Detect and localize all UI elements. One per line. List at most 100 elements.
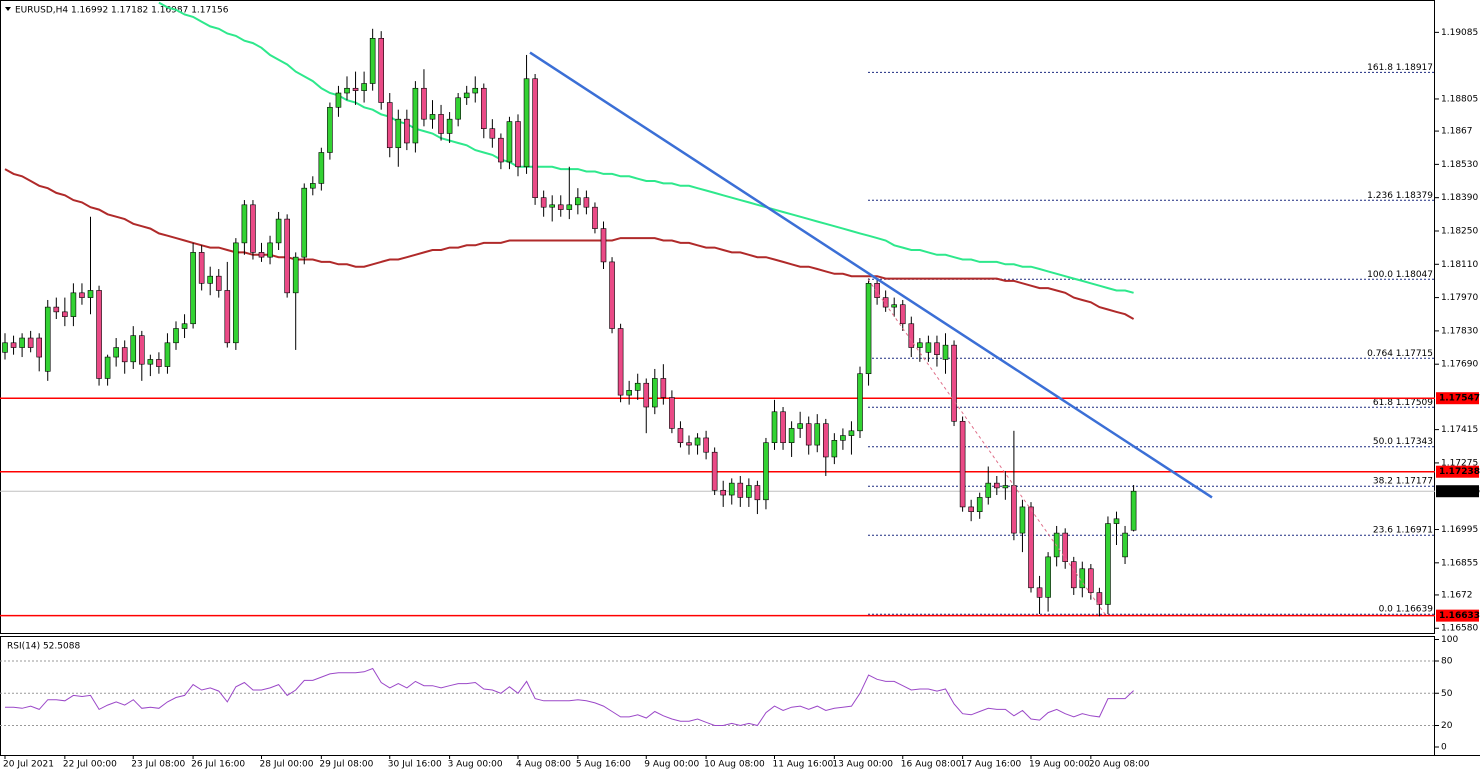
time-label: 26 Jul 16:00: [191, 760, 245, 770]
candle-body: [617, 328, 624, 396]
candle-body: [96, 290, 102, 379]
candle-body: [848, 430, 855, 436]
candle-body: [412, 87, 419, 144]
symbol-menu-icon[interactable]: [5, 7, 11, 11]
candle-body: [720, 489, 727, 496]
candle-body: [498, 137, 504, 163]
price-tick-label: 1.18110: [1441, 260, 1478, 270]
candle-body: [677, 428, 684, 443]
candle-body: [951, 344, 957, 422]
candle-body: [831, 440, 838, 458]
candle-body: [925, 342, 932, 353]
candle-body: [865, 283, 872, 375]
time-label: 29 Jul 08:00: [319, 760, 373, 770]
price-label-box: [1436, 609, 1479, 622]
price-tick-label: 1.18250: [1441, 226, 1478, 236]
candle-body: [557, 204, 564, 210]
candle-body: [164, 342, 171, 367]
time-label: 9 Aug 00:00: [644, 760, 699, 770]
candle-body: [224, 290, 231, 344]
price-tick-label: 1.18390: [1441, 193, 1478, 203]
fib-label: 23.6 1.16971: [1373, 526, 1433, 536]
price-tick-label: 1.19085: [1441, 28, 1478, 38]
candle-body: [369, 38, 376, 84]
candle-body: [215, 275, 222, 291]
candle-body: [549, 204, 556, 208]
candle-body: [771, 411, 778, 443]
candle-body: [344, 87, 350, 94]
chart-header: EURUSD,H4 1.16992 1.17182 1.16987 1.1715…: [15, 6, 229, 16]
candle-body: [566, 204, 573, 210]
time-label: 28 Jul 00:00: [260, 760, 314, 770]
price-tick-label: 1.17970: [1441, 293, 1478, 303]
candle-body: [908, 323, 915, 348]
candle-body: [754, 485, 761, 501]
price-label: 1.17156: [1439, 487, 1480, 497]
candle-body: [361, 83, 367, 91]
candle-body: [429, 114, 436, 120]
candle-body: [959, 420, 966, 508]
rsi-tick-label: 50: [1441, 689, 1453, 699]
candle-body: [53, 306, 60, 313]
candle-body: [805, 423, 812, 446]
candle-body: [506, 121, 513, 163]
price-tick-label: 1.16995: [1441, 525, 1478, 535]
price-label: 1.16633: [1439, 611, 1480, 621]
time-label: 20 Jul 2021: [3, 760, 54, 770]
candle-body: [651, 378, 658, 408]
candle-body: [891, 304, 898, 308]
candle-body: [1011, 485, 1017, 534]
candle-body: [942, 344, 949, 360]
candle-body: [489, 128, 496, 139]
candle-body: [327, 106, 333, 153]
candle-body: [10, 342, 17, 348]
candle-body: [669, 397, 675, 429]
candle-body: [575, 197, 581, 206]
price-tick-label: 1.1672: [1441, 590, 1473, 600]
time-label: 4 Aug 08:00: [516, 760, 571, 770]
candle-body: [27, 337, 34, 348]
candle-body: [976, 497, 983, 512]
candle-body: [421, 87, 427, 120]
candle-body: [352, 87, 359, 91]
candle-body: [993, 482, 1000, 489]
candle-body: [446, 118, 453, 134]
candle-body: [1028, 506, 1034, 589]
price-label-box: [1436, 392, 1479, 405]
candle-body: [592, 206, 598, 229]
candle-body: [198, 252, 205, 284]
candle-body: [36, 337, 43, 358]
candle-body: [1088, 568, 1094, 593]
candle-body: [694, 437, 701, 446]
time-label: 11 Aug 16:00: [773, 760, 834, 770]
candle-body: [737, 482, 744, 498]
candle-body: [87, 290, 94, 298]
candle-body: [472, 87, 479, 94]
candle-body: [130, 335, 137, 363]
fib-label: 50.0 1.17343: [1373, 437, 1433, 447]
candle-body: [292, 256, 299, 294]
candle-body: [1113, 518, 1120, 524]
fib-label: 38.2 1.17177: [1373, 477, 1433, 487]
candle-body: [600, 228, 607, 263]
candle-body: [258, 252, 265, 258]
candle-body: [181, 323, 188, 329]
candle-body: [19, 337, 25, 348]
candle-body: [874, 283, 880, 298]
candle-body: [173, 328, 179, 344]
time-label: 30 Jul 16:00: [388, 760, 442, 770]
candle-body: [1062, 532, 1068, 562]
moving-average: [158, 1, 1134, 294]
price-tick-label: 1.16855: [1441, 558, 1478, 568]
candle-body: [780, 411, 786, 443]
candle-body: [1053, 532, 1060, 558]
time-label: 23 Jul 08:00: [131, 760, 185, 770]
candle-body: [1045, 556, 1051, 598]
candle-body: [532, 78, 538, 198]
fib-label: 100.0 1.18047: [1367, 270, 1433, 280]
candle-body: [250, 204, 256, 253]
time-label: 20 Aug 08:00: [1089, 760, 1150, 770]
candle-body: [899, 304, 906, 325]
candle-body: [318, 152, 325, 184]
